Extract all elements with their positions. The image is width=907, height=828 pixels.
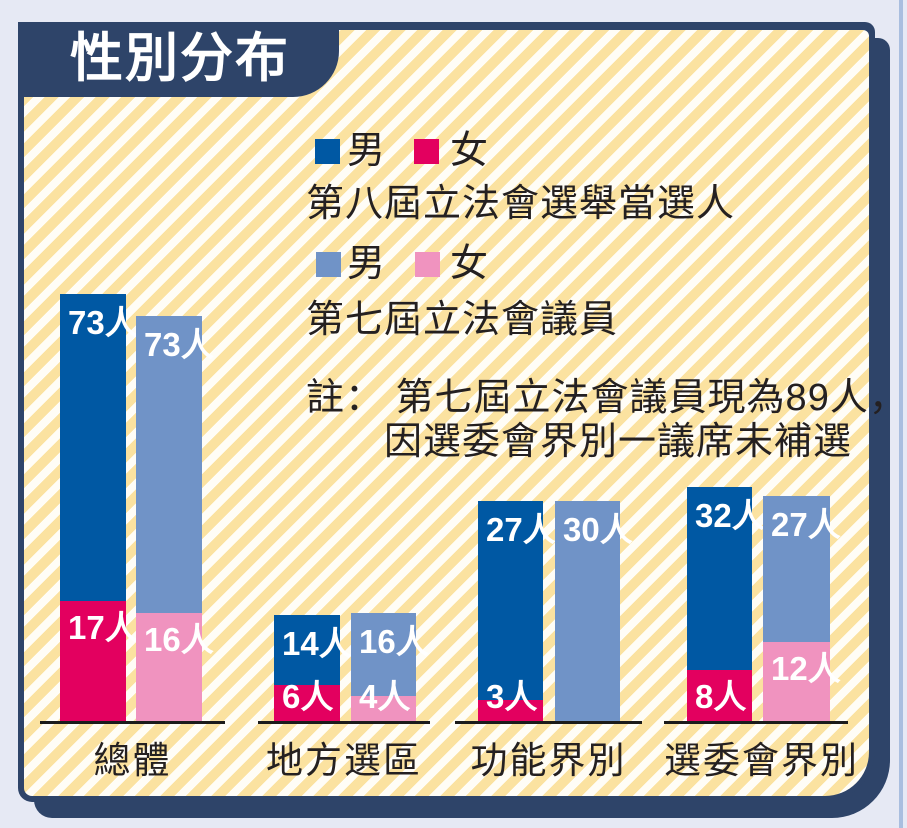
value-label-female-8th: 6人 [282, 678, 334, 715]
value-label-female-8th: 8人 [695, 678, 747, 715]
bar-8th-地方選區: 14人 6人 [274, 615, 352, 722]
bar-segment-female-8th [687, 670, 752, 722]
value-label-male-8th: 32人 [695, 497, 765, 534]
note-line-2: 因選委會界別一議席未補選 [384, 421, 853, 463]
category-label: 總體 [93, 740, 172, 781]
axis-line [40, 721, 225, 724]
legend-caption-8th: 第八屆立法會選舉當選人 [306, 183, 736, 225]
bar-7th-總體: 73人 16人 [136, 316, 214, 722]
legend-swatch-female-8th [414, 139, 439, 164]
title-tab: 性別分布 [18, 22, 339, 97]
note-line-1: 註： 第七屆立法會議員現為89人， [306, 377, 907, 419]
value-label-female-7th: 4人 [359, 678, 411, 715]
value-label-male-8th: 73人 [68, 304, 138, 341]
value-label-female-7th: 16人 [144, 621, 214, 658]
legend-swatch-female-7th [415, 252, 440, 277]
bar-segment-female-7th [763, 642, 830, 722]
bar-7th-選委會界別: 27人 12人 [763, 496, 841, 722]
bar-8th-選委會界別: 32人 8人 [687, 487, 765, 722]
bar-segment-female-7th [351, 696, 416, 722]
value-label-male-7th: 16人 [359, 623, 429, 660]
legend-label-male-8th: 男 [347, 130, 386, 172]
bar-8th-功能界別: 27人 3人 [478, 501, 556, 722]
axis-line [455, 721, 642, 724]
legend-label-male-7th: 男 [347, 243, 386, 285]
axis-line [664, 721, 848, 724]
category-label: 地方選區 [266, 740, 422, 781]
legend-label-female-7th: 女 [450, 243, 489, 285]
category-label: 選委會界別 [664, 740, 859, 781]
value-label-male-8th: 14人 [282, 625, 352, 662]
bar-7th-功能界別: 30人 [555, 501, 633, 722]
page-edge-line [899, 0, 903, 828]
value-label-female-8th: 3人 [486, 678, 538, 715]
category-label: 功能界別 [470, 740, 627, 781]
legend-caption-7th: 第七屆立法會議員 [306, 299, 619, 341]
bar-segment-female-8th [60, 601, 126, 722]
value-label-female-7th: 12人 [771, 650, 841, 687]
bar-segment-female-8th [274, 685, 340, 722]
value-label-male-8th: 27人 [486, 511, 556, 548]
bar-segment-female-7th [136, 613, 202, 722]
value-label-male-7th: 27人 [771, 506, 841, 543]
value-label-female-8th: 17人 [68, 609, 138, 646]
legend-swatch-male-7th [316, 252, 341, 277]
bar-8th-總體: 73人 17人 [60, 294, 138, 722]
page-title: 性別分布 [70, 29, 290, 88]
value-label-male-7th: 30人 [563, 511, 633, 548]
bar-segment-female-8th [478, 700, 543, 722]
legend-label-female-8th: 女 [450, 130, 489, 172]
value-label-male-7th: 73人 [144, 326, 214, 363]
bar-7th-地方選區: 16人 4人 [351, 613, 429, 722]
legend-swatch-male-8th [315, 139, 340, 164]
axis-line [258, 721, 430, 724]
